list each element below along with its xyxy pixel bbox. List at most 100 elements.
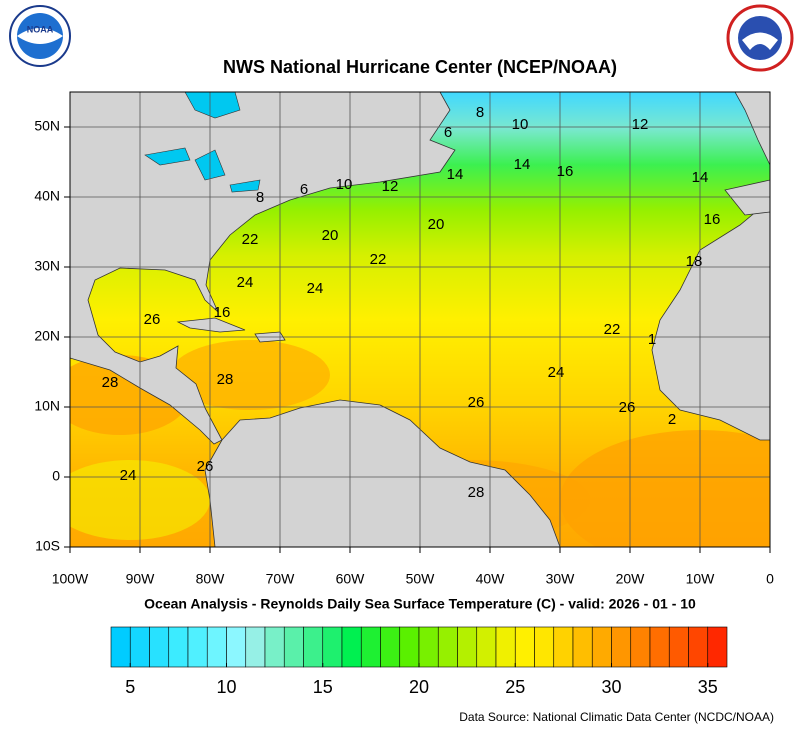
contour-label: 24 [307,280,324,297]
contour-label: 12 [382,178,399,195]
data-source: Data Source: National Climatic Data Cent… [459,710,774,724]
colorbar-box [553,626,574,668]
contour-label: 26 [144,311,161,328]
colorbar-box [245,626,266,668]
colorbar-box [418,626,439,668]
x-tick-label: 40W [476,571,506,587]
contour-label: 24 [548,364,565,381]
colorbar-box [630,626,651,668]
contour-label: 16 [704,211,721,228]
colorbar-box [534,626,555,668]
contour-label: 10 [336,176,353,193]
contour-label: 2 [668,411,676,428]
colorbar-box [649,626,670,668]
colorbar-box [437,626,458,668]
contour-label: 26 [619,399,636,416]
y-tick-label: 10N [34,398,60,414]
colorbar-box [514,626,535,668]
contour-label: 8 [476,104,484,121]
x-tick-label: 80W [196,571,226,587]
contour-label: 14 [447,166,464,183]
colorbar-box [149,626,170,668]
contour-label: 22 [604,321,621,338]
y-tick-label: 0 [52,468,60,484]
lakes [144,92,261,193]
logo-text: NOAA [27,24,54,34]
x-tick-label: 20W [616,571,646,587]
subtitle: Ocean Analysis - Reynolds Daily Sea Surf… [144,596,696,612]
colorbar-box [187,626,208,668]
y-tick-label: 10S [35,538,60,554]
x-tick-label: 100W [52,571,89,587]
colorbar-box [668,626,689,668]
colorbar-label: 15 [313,677,333,697]
colorbar-box [611,626,632,668]
y-tick-label: 50N [34,118,60,134]
noaa-logo: NOAA [9,5,71,67]
colorbar-box [226,626,247,668]
colorbar-box [380,626,401,668]
contour-label: 14 [692,169,709,186]
contour-label: 18 [686,253,703,270]
colorbar-box [476,626,497,668]
colorbar-box [399,626,420,668]
x-tick-label: 30W [546,571,576,587]
colorbar-box [495,626,516,668]
colorbar-label: 25 [505,677,525,697]
x-tick-label: 60W [336,571,366,587]
colorbar-label: 20 [409,677,429,697]
contour-label: 14 [514,156,531,173]
contour-label: 12 [632,116,649,133]
x-tick-label: 90W [126,571,156,587]
colorbar-box [707,626,728,668]
colorbar-label: 5 [125,677,135,697]
contour-label: 28 [217,371,234,388]
colorbar-box [322,626,343,668]
contour-label: 16 [557,163,574,180]
contour-label: 6 [300,181,308,198]
y-tick-label: 30N [34,258,60,274]
contour-label: 6 [444,124,452,141]
colorbar-box [572,626,593,668]
x-tick-label: 0 [766,571,774,587]
colorbar-box [360,626,381,668]
colorbar-label: 35 [698,677,718,697]
nws-logo [726,4,794,72]
contour-label: 26 [468,394,485,411]
colorbar-box [457,626,478,668]
x-tick-label: 70W [266,571,296,587]
colorbar-box [283,626,304,668]
colorbar-box [168,626,189,668]
colorbar-box [341,626,362,668]
land [70,92,770,547]
colorbar-label: 30 [601,677,621,697]
colorbar-box [688,626,709,668]
x-tick-label: 10W [686,571,716,587]
y-tick-label: 20N [34,328,60,344]
colorbar-box [264,626,285,668]
contour-label: 26 [197,458,214,475]
contour-label: 28 [102,374,119,391]
contour-label: 8 [256,189,264,206]
y-tick-label: 40N [34,188,60,204]
contour-label: 22 [242,231,259,248]
contour-label: 20 [322,227,339,244]
colorbar-box [591,626,612,668]
contour-label: 10 [512,116,529,133]
colorbar-box [110,626,131,668]
colorbar-box [129,626,150,668]
contour-label: 20 [428,216,445,233]
colorbar-label: 10 [216,677,236,697]
contour-label: 28 [468,484,485,501]
colorbar: 5 10 15 20 25 30 35 [110,626,728,697]
title: NWS National Hurricane Center (NCEP/NOAA… [223,57,617,77]
contour-label: 24 [237,274,254,291]
x-tick-label: 50W [406,571,436,587]
graticule [70,92,770,547]
contour-label: 24 [120,467,137,484]
contour-label: 22 [370,251,387,268]
contour-label: 1 [648,331,656,348]
